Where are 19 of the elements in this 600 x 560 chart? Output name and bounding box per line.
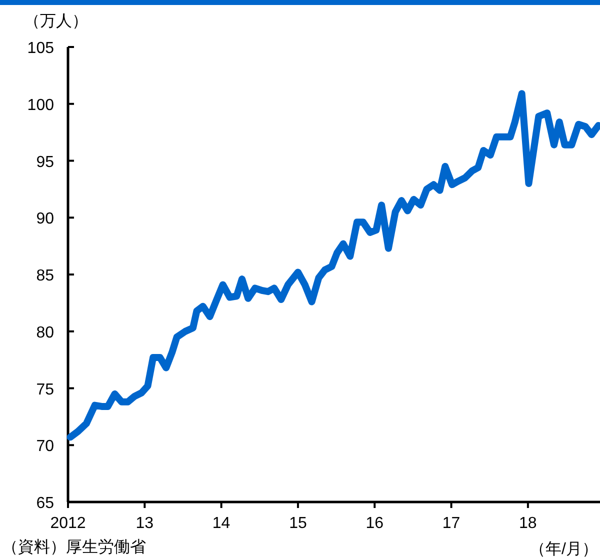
annotation: （資料）厚生労働省 (2, 539, 146, 556)
xtick: 16 (366, 515, 384, 532)
xtick: 18 (519, 515, 537, 532)
xlabel: （年/月） (530, 541, 598, 558)
xtick: 15 (289, 515, 307, 532)
ylabel: （万人） (24, 13, 88, 30)
ytick: 80 (36, 324, 54, 342)
xtick: 14 (212, 515, 230, 532)
ytick: 85 (36, 268, 54, 284)
xtick: 17 (442, 515, 460, 532)
ytick: 95 (36, 154, 54, 171)
xtick: 2012 (50, 515, 86, 532)
ytick: 65 (36, 495, 54, 512)
ytick: 100 (27, 96, 54, 114)
ytick: 70 (36, 438, 54, 456)
xtick: 13 (136, 515, 154, 532)
ytick: 90 (36, 210, 54, 228)
ytick: 105 (27, 40, 54, 57)
ytick: 75 (36, 381, 54, 398)
